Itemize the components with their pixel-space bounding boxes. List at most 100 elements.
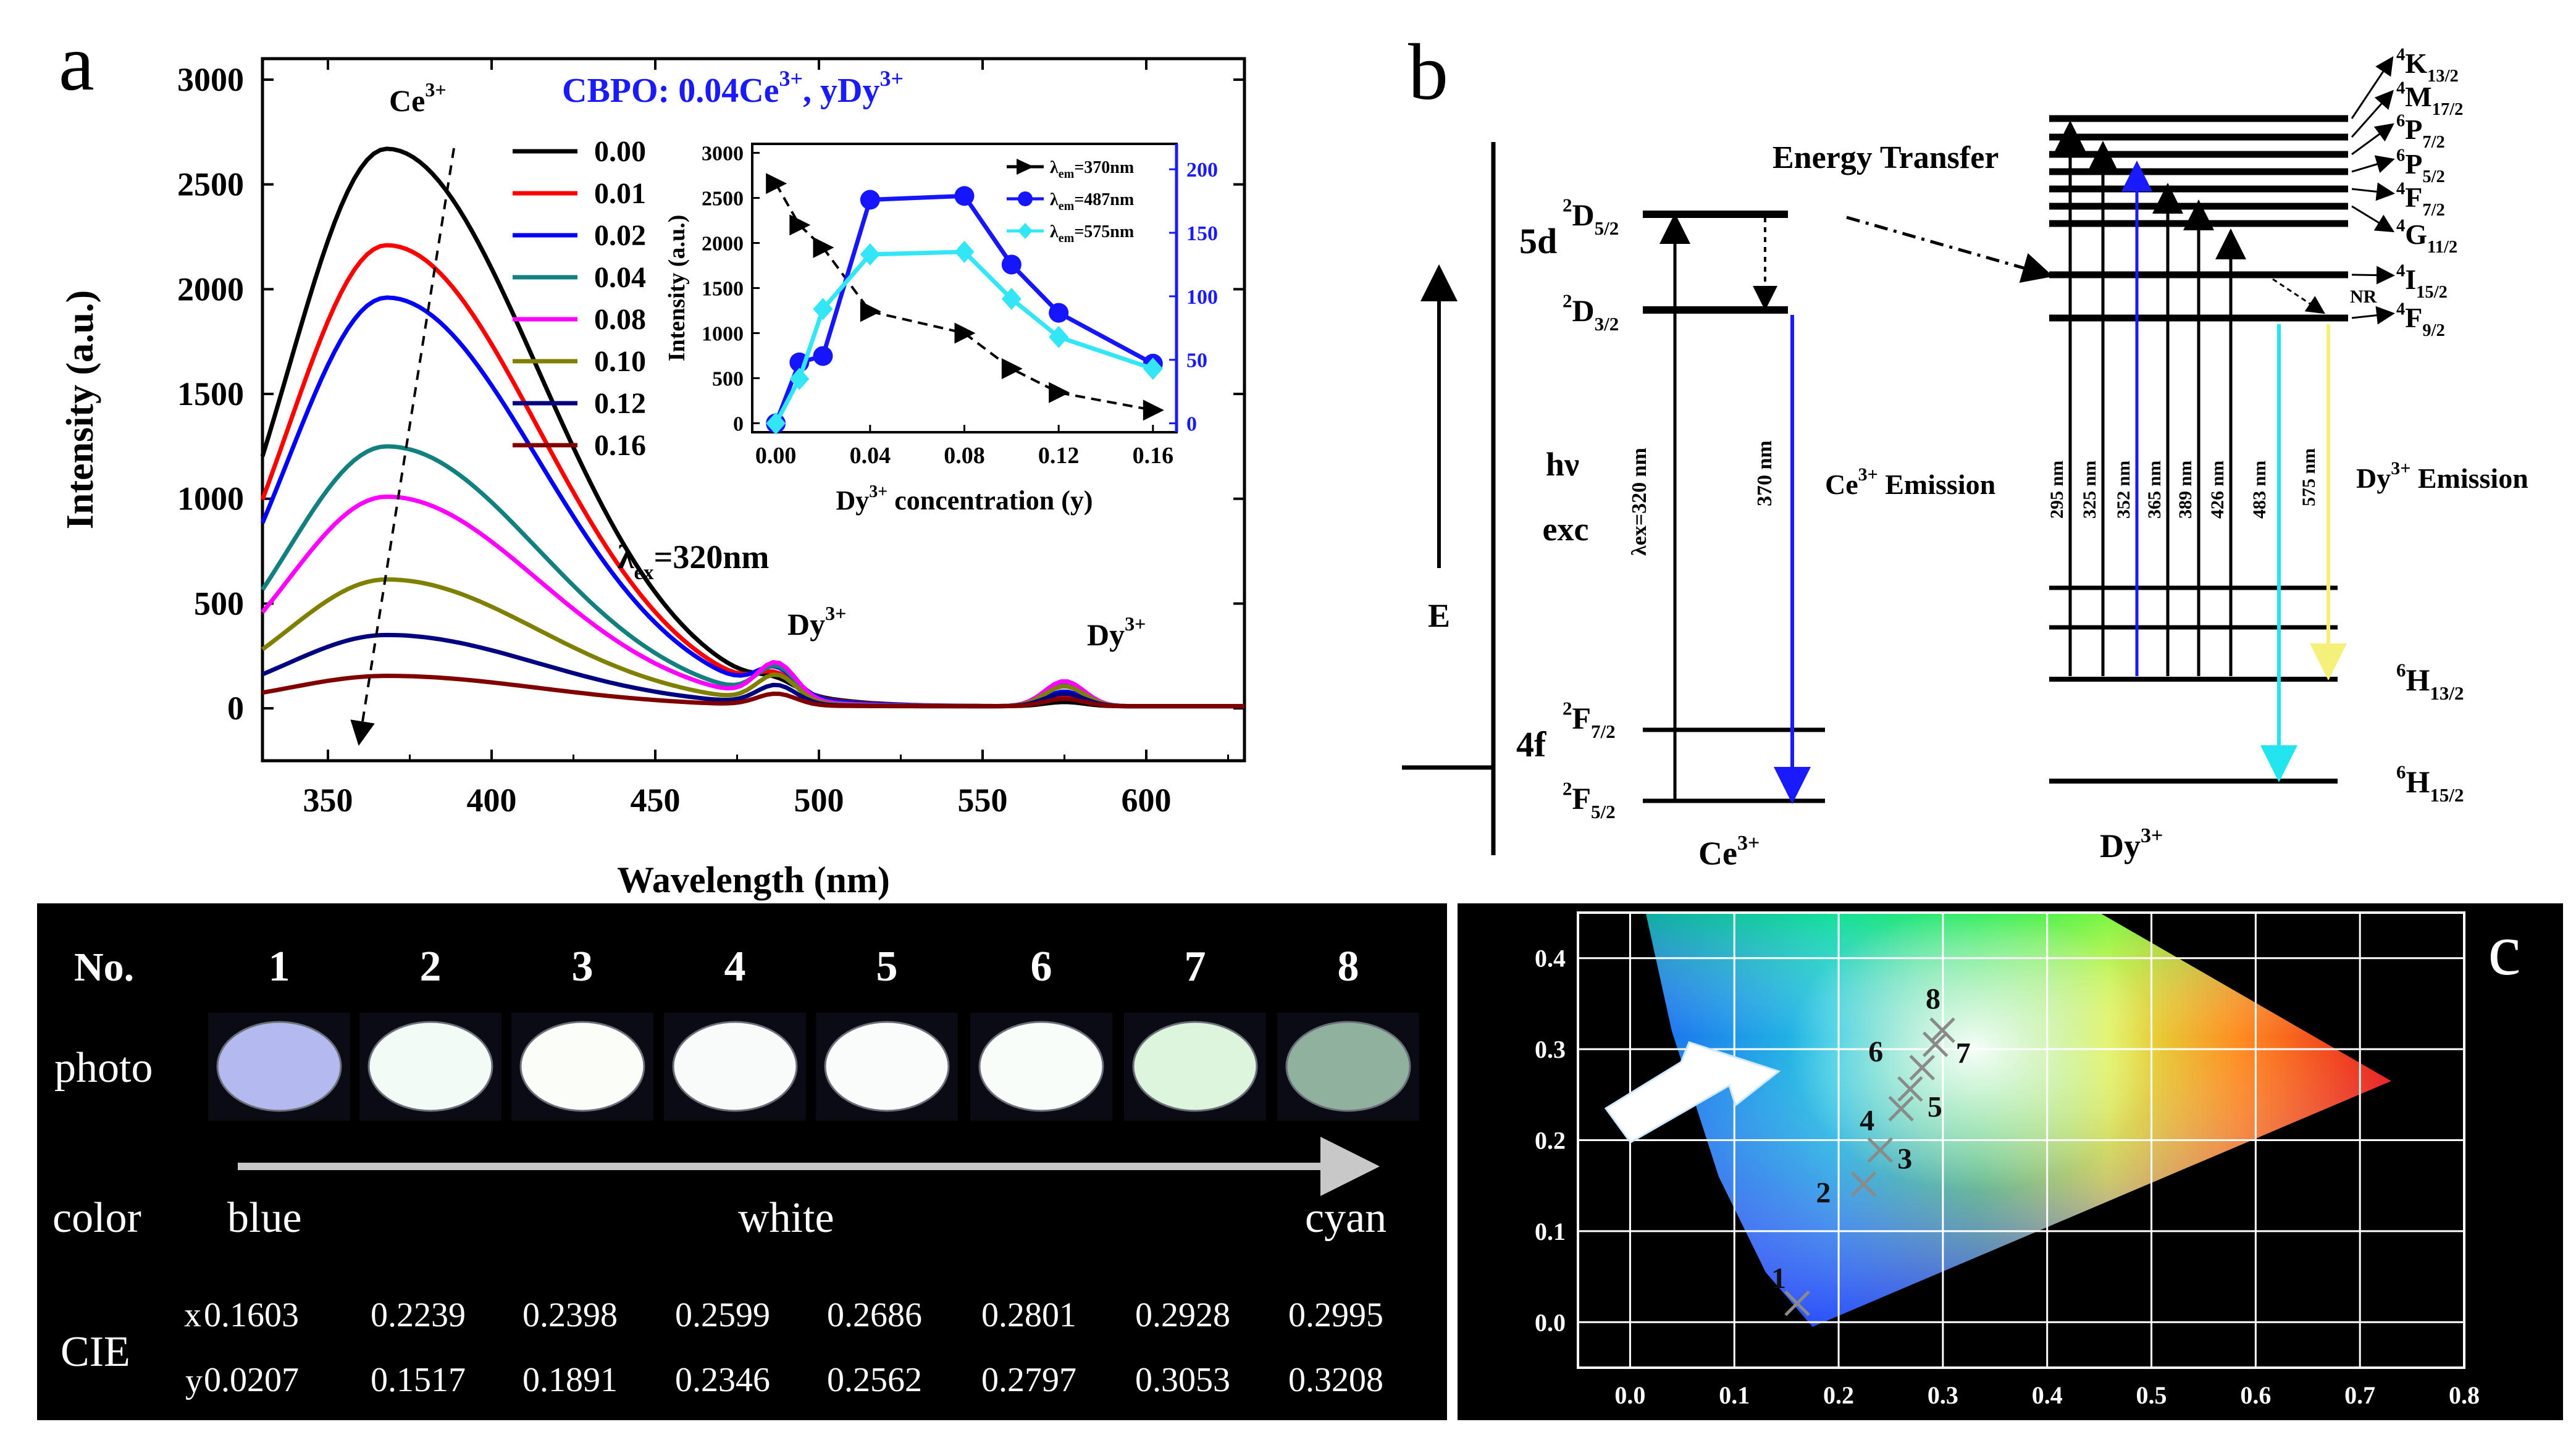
cie-y-tick-label: 0.0 [1535,1308,1566,1336]
energy-axis-label: E [1428,597,1450,634]
x-tick-label: 450 [631,782,681,819]
cie-y-tick-label: 0.2 [1535,1127,1566,1155]
color-row-label: color [52,1194,141,1242]
dy-excitation-wavelength: 295 nm [2047,461,2067,519]
photo-columns: 1 0.1603 0.0207 2 0.2239 0.1517 3 0.2398 0.1891 4… [204,943,1419,1399]
legend-entry: 0.01 [594,177,646,210]
y-axis-label: Intensity (a.u.) [59,290,101,530]
inset-y2-tick-label: 200 [1186,159,1218,182]
dy-level-leader [2351,205,2395,233]
dy-level-label: 4F7/2 [2396,179,2445,220]
y-tick-label: 500 [194,585,244,622]
cie-y-value: 0.2346 [675,1361,770,1399]
dy-emission-wavelength: 575 nm [2299,448,2319,506]
ce-level-label: 2F5/2 [1563,778,1616,823]
ce-emission-label: Ce3+ Emission [1825,464,1995,500]
cie-point-label: 7 [1956,1037,1971,1069]
cie-point-marker [1850,1171,1877,1197]
cie-point-marker [1867,1137,1894,1163]
nr-label: NR [2350,287,2377,307]
sample-number: 4 [724,943,746,990]
cie-point-label: 2 [1816,1177,1831,1210]
exc-label: exc [1543,511,1589,548]
cie-y-value: 0.0207 [204,1361,299,1399]
color-blue-label: blue [227,1194,302,1242]
dy-level-leader [2351,155,2395,174]
inset-x-tick-label: 0.08 [944,443,985,469]
sample-photo [1132,1021,1258,1112]
inset-y2-tick-label: 150 [1186,222,1218,245]
inset-series-line [774,249,1154,425]
dy-excitation-wavelength: 325 nm [2079,461,2100,519]
spectrum-curve [261,444,1244,709]
cie-x-value: 0.2928 [1135,1296,1230,1334]
sample-photo [1285,1021,1411,1112]
inset-marker [860,190,880,210]
energy-transfer-label: Energy Transfer [1773,140,1999,175]
y-tick-label: 1000 [177,480,244,517]
dy-peak-label-575: Dy3+ [1087,613,1146,652]
color-cyan-label: cyan [1305,1194,1387,1242]
cie-point-label: 5 [1928,1091,1942,1124]
dy-level-leader [2351,56,2394,119]
dy-ion-label: Dy3+ [2100,824,2163,864]
cie-point-label: 4 [1860,1104,1874,1137]
spectrum-curve [261,632,1244,709]
sample-number: 8 [1338,943,1359,990]
legend-entry: 0.04 [594,261,646,294]
cie-y-label: y [185,1362,203,1400]
photo-panel-background [37,903,1447,1420]
sample-photo [978,1021,1104,1112]
cie-x-tick-label: 0.8 [2449,1381,2480,1409]
dy-excitation-wavelength: 426 nm [2207,461,2228,519]
panel-a: a 350 400 450 500 550 60005001000150020002500… [59,19,1246,900]
spectrum-curve [262,673,1244,709]
ce-peak-label: Ce3+ [389,78,447,118]
inset-marker [766,173,787,195]
dy-level-leader [2351,306,2395,325]
inset-marker [1001,358,1023,380]
photo-row-label: photo [54,1044,153,1092]
dy-emission-wavelength: 483 nm [2249,461,2270,519]
inset-y-tick-label: 2000 [702,233,744,256]
inset-y2-tick-label: 0 [1186,413,1197,436]
cie-x-tick-label: 0.4 [2032,1381,2063,1409]
cie-x-tick-label: 0.0 [1614,1381,1645,1409]
cie-y-value: 0.3053 [1135,1361,1230,1399]
cie-point-marker [1929,1017,1955,1044]
level-5d-label: 5d [1519,221,1557,261]
hv-label: hν [1546,446,1579,483]
no-label: No. [74,945,134,990]
panel-c-label: c [2488,908,2520,990]
inset-legend-entry: λem=370nm [1050,158,1134,181]
dy-level-label: 4F9/2 [2396,299,2445,340]
y-tick-label: 1500 [177,375,244,412]
legend-entry: 0.08 [594,303,646,336]
inset-y-tick-label: 1500 [702,278,744,301]
cie-point-marker [1897,1076,1923,1102]
inset-legend-marker [1018,223,1033,239]
inset-marker [813,236,834,258]
panel-b-label: b [1408,28,1448,117]
cie-point-label: 6 [1868,1035,1883,1068]
legend-entry: 0.02 [594,219,646,252]
cie-point-label: 3 [1897,1143,1912,1176]
inset-legend-entry: λem=487nm [1050,190,1134,213]
y-tick-label: 2500 [177,166,244,203]
sample-photo [672,1021,798,1112]
cie-x-value: 0.2801 [981,1296,1076,1334]
sample-photo [519,1021,645,1112]
inset-marker [813,346,833,366]
cie-y-value: 0.2797 [981,1361,1076,1399]
main-chart-curves [260,146,1244,709]
inset-y2-tick-label: 50 [1186,349,1207,372]
inset-marker [1143,400,1164,421]
main-chart-axes: 350 400 450 500 550 6000500100015002000250030… [59,57,1246,900]
legend-entry: 0.12 [594,387,646,420]
cie-point-marker [1784,1291,1810,1316]
x-tick-label: 600 [1122,782,1172,819]
cie-y-tick-label: 0.1 [1535,1218,1566,1245]
sample-number: 2 [420,943,442,990]
cie-point-label: 1 [1771,1262,1786,1295]
cie-y-value: 0.2562 [827,1361,922,1399]
